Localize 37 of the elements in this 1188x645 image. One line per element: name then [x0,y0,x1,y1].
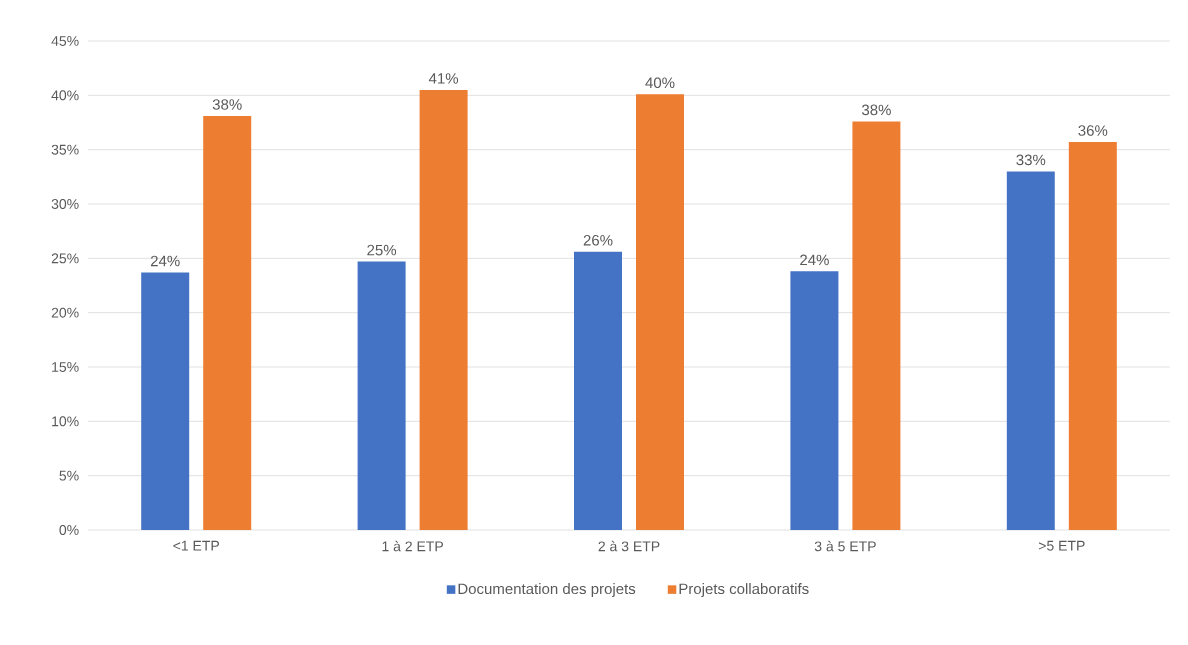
data-label: 33% [1016,154,1046,166]
x-tick-label: >5 ETP [1038,540,1085,551]
bar [419,89,468,530]
legend-label: Documentation des projets [458,583,636,598]
data-label: 38% [861,104,891,116]
y-tick-label: 40% [51,90,79,101]
bar [790,271,839,530]
y-tick-label: 20% [51,307,79,318]
y-tick-label: 25% [51,253,79,264]
legend-label: Projets collaboratifs [679,583,809,598]
bar [203,115,252,530]
bar [1068,142,1117,530]
y-tick-label: 5% [59,470,79,481]
y-tick-label: 30% [51,199,79,209]
x-tick-label: <1 ETP [173,540,219,551]
bar [636,94,685,530]
x-tick-label: 1 à 2 ETP [382,540,443,552]
bar [1006,171,1055,530]
bar [852,121,901,530]
y-tick-label: 10% [52,416,79,427]
data-label: 24% [800,254,829,266]
y-tick-label: 15% [52,362,79,372]
data-label: 25% [367,244,397,256]
x-tick-label: 3 à 5 ETP [814,540,876,552]
data-label: 26% [583,234,613,246]
y-tick-label: 0% [59,525,79,535]
bar [357,261,406,530]
x-tick-label: 2 à 3 ETP [598,540,660,552]
data-label: 38% [212,99,242,110]
bar [574,251,623,530]
data-label: 36% [1078,125,1108,136]
bar [141,272,190,530]
y-tick-label: 45% [51,36,79,46]
data-label: 41% [428,73,459,84]
y-tick-label: 35% [51,144,79,155]
data-label: 40% [645,77,675,89]
data-label: 24% [150,255,180,267]
